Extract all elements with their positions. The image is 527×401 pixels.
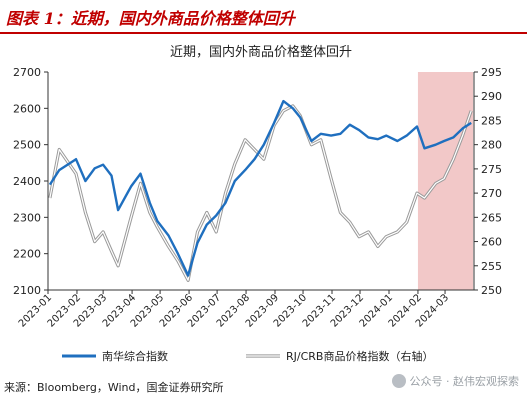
y-left-tick-label: 2600: [13, 102, 41, 115]
legend-nanhua-label: 南华综合指数: [102, 349, 168, 363]
y-left-tick-label: 2200: [13, 248, 41, 261]
y-left-tick-label: 2400: [13, 175, 41, 188]
y-right-tick-label: 280: [481, 139, 502, 152]
y-right-tick-label: 265: [481, 211, 502, 224]
y-right-tick-label: 250: [481, 284, 502, 297]
y-right-tick-label: 260: [481, 236, 502, 249]
y-right-tick-label: 270: [481, 187, 502, 200]
y-right-tick-label: 255: [481, 260, 502, 273]
y-right-tick-label: 285: [481, 114, 502, 127]
wechat-icon: [391, 374, 406, 388]
highlight-region: [417, 72, 474, 290]
source-note: 来源：Bloomberg，Wind，国金证券研究所: [4, 381, 224, 394]
watermark: 公众号 · 赵伟宏观探索: [391, 373, 520, 389]
y-right-tick-label: 295: [481, 66, 502, 79]
y-left-tick-label: 2300: [13, 211, 41, 224]
y-left-tick-label: 2700: [13, 66, 41, 79]
figure-header: 图表 1：近期，国内外商品价格整体回升: [0, 0, 527, 34]
legend-crb-label: RJ/CRB商品价格指数（右轴）: [286, 349, 433, 363]
chart: 近期，国内外商品价格整体回升 2100 2200 2300 2400 2500 2600 27…: [13, 44, 502, 363]
series-crb-line: [49, 105, 472, 281]
watermark-text: 公众号 · 赵伟宏观探索: [409, 375, 520, 388]
figure-title: 图表 1：近期，国内外商品价格整体回升: [6, 9, 295, 28]
header-divider: [0, 32, 527, 34]
y-right-tick-label: 275: [481, 163, 502, 176]
y-left-tick-label: 2500: [13, 139, 41, 152]
y-right-tick-label: 290: [481, 90, 502, 103]
series-nanhua-line: [48, 99, 472, 277]
chart-title: 近期，国内外商品价格整体回升: [170, 44, 352, 60]
y-left-tick-label: 2100: [13, 284, 41, 297]
